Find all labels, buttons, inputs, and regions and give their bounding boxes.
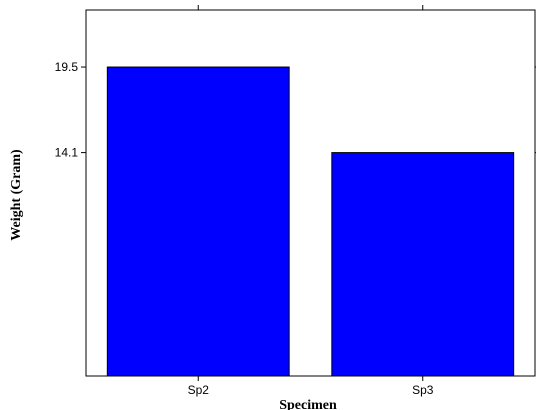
bar-sp2 xyxy=(106,66,290,377)
y-axis-ticks: 19.5 14.1 xyxy=(55,60,536,160)
y-tick-label: 14.1 xyxy=(55,146,79,160)
x-axis-title: Specimen xyxy=(279,398,337,410)
x-tick-label: Sp2 xyxy=(188,383,210,397)
bar-sp3 xyxy=(331,152,515,377)
bar-group xyxy=(106,66,515,377)
y-axis-title: Weight (Gram) xyxy=(9,149,24,241)
plot-frame xyxy=(85,9,536,377)
y-tick-label: 19.5 xyxy=(55,60,79,74)
x-axis-ticks: Sp2 Sp3 xyxy=(188,5,434,397)
x-tick-label: Sp3 xyxy=(412,383,434,397)
